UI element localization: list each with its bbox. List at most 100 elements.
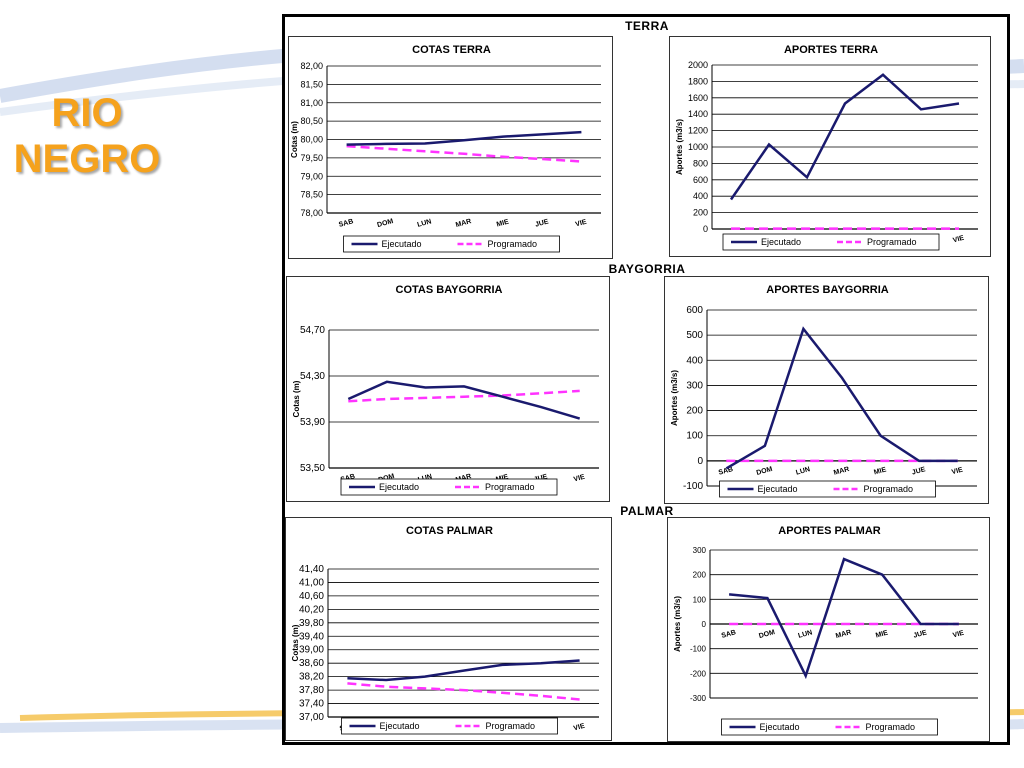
x-tick-label: DOM xyxy=(758,629,776,640)
chart-title: COTAS PALMAR xyxy=(406,525,493,537)
y-tick-label: 79,00 xyxy=(300,171,323,181)
y-tick-label: 39,80 xyxy=(299,618,324,629)
chart-title: APORTES BAYGORRIA xyxy=(766,284,889,296)
chart-aportes-baygorria: APORTES BAYGORRIA -100 0 100 200 300 400 500 600… xyxy=(664,276,989,504)
y-tick-label: 200 xyxy=(693,208,708,218)
x-tick-label: MAR xyxy=(835,629,852,640)
y-tick-label: 81,00 xyxy=(300,98,323,108)
legend-label-ejecutado: Ejecutado xyxy=(380,721,420,731)
legend-label-ejecutado: Ejecutado xyxy=(382,239,422,249)
x-tick-label: JUE xyxy=(534,218,549,228)
y-tick-label: 400 xyxy=(693,191,708,201)
y-tick-label: 79,50 xyxy=(300,153,323,163)
legend-label-programado: Programado xyxy=(486,721,536,731)
y-tick-label: 100 xyxy=(686,431,703,442)
legend-box xyxy=(343,235,560,253)
x-tick-label: MIE xyxy=(873,466,887,476)
slide-title: RIO NEGRO xyxy=(12,90,162,182)
chart-cotas-terra: COTAS TERRA 78,00 78,50 79,00 79,50 80,00 80,5… xyxy=(288,36,613,259)
x-tick-label: VIE xyxy=(952,235,965,245)
y-tick-label: 41,40 xyxy=(299,564,324,575)
group-title-terra: TERRA xyxy=(625,19,669,33)
x-tick-label: DOM xyxy=(377,218,395,229)
chart-title: APORTES TERRA xyxy=(784,44,878,56)
y-tick-label: 53,90 xyxy=(300,417,325,428)
chart-cotas-palmar: COTAS PALMAR 37,00 37,40 37,80 38,20 38,60 39,… xyxy=(285,517,612,741)
y-axis-label: Aportes (m3/s) xyxy=(675,119,684,175)
chart-cotas-palmar-svg: COTAS PALMAR 37,00 37,40 37,80 38,20 38,60 39,… xyxy=(291,525,599,735)
y-tick-label: 81,50 xyxy=(300,79,323,89)
chart-title: COTAS BAYGORRIA xyxy=(396,284,503,296)
y-tick-label: 80,00 xyxy=(300,135,323,145)
chart-aportes-baygorria-svg: APORTES BAYGORRIA -100 0 100 200 300 400 500 600… xyxy=(670,284,977,498)
y-tick-label: 1200 xyxy=(688,126,708,136)
y-tick-label: 300 xyxy=(686,380,703,391)
y-tick-label: 78,50 xyxy=(300,190,323,200)
legend-label-ejecutado: Ejecutado xyxy=(758,484,798,494)
y-tick-label: 40,20 xyxy=(299,604,324,615)
x-tick-label: LUN xyxy=(417,473,433,483)
y-tick-label: 500 xyxy=(686,330,703,341)
series-line-ejecutado xyxy=(347,659,580,682)
y-axis-label: Cotas (m) xyxy=(290,121,299,158)
x-tick-label: MAR xyxy=(833,466,850,477)
y-tick-label: 300 xyxy=(693,546,707,555)
x-tick-label: MAR xyxy=(455,218,472,229)
legend-label-ejecutado: Ejecutado xyxy=(760,722,800,732)
series-line-ejecutado xyxy=(729,73,960,201)
series-line-programado xyxy=(346,144,582,163)
x-tick-label: SAB xyxy=(721,629,737,640)
x-tick-label: DOM xyxy=(756,466,774,477)
x-tick-label: VIE xyxy=(952,630,965,640)
y-axis-label: Cotas (m) xyxy=(292,380,301,417)
x-tick-label: VIE xyxy=(573,723,586,733)
y-tick-label: -100 xyxy=(683,481,703,492)
y-tick-label: 37,80 xyxy=(299,685,324,696)
series-line-programado xyxy=(347,682,580,701)
chart-aportes-terra-svg: APORTES TERRA 0 200 400 600 800 1000 1200 1400 16… xyxy=(675,44,978,251)
legend-label-programado: Programado xyxy=(866,722,916,732)
y-tick-label: 100 xyxy=(693,595,707,604)
y-tick-label: 38,20 xyxy=(299,672,324,683)
y-tick-label: 82,00 xyxy=(300,61,323,71)
y-tick-label: 37,40 xyxy=(299,699,324,710)
series-line-ejecutado xyxy=(347,380,581,420)
series-line-ejecutado xyxy=(346,130,582,146)
x-tick-label: LUN xyxy=(417,218,433,228)
legend-label-programado: Programado xyxy=(485,482,535,492)
x-tick-label: VIE xyxy=(951,466,964,476)
x-tick-label: LUN xyxy=(795,466,811,476)
y-tick-label: 1800 xyxy=(688,76,708,86)
slide-title-line2: NEGRO xyxy=(13,137,161,181)
chart-aportes-palmar-svg: APORTES PALMAR -300 -200 -100 0 100 200 300 SAB D… xyxy=(673,525,978,736)
x-tick-label: MIE xyxy=(875,629,889,639)
y-tick-label: 600 xyxy=(693,175,708,185)
y-tick-label: 0 xyxy=(702,620,707,629)
chart-aportes-terra: APORTES TERRA 0 200 400 600 800 1000 1200 1400 16… xyxy=(669,36,991,257)
x-tick-label: DOM xyxy=(378,473,396,484)
y-tick-label: -200 xyxy=(690,669,707,678)
x-tick-label: MIE xyxy=(495,473,509,483)
y-tick-label: 37,00 xyxy=(299,712,324,723)
legend-box xyxy=(721,718,938,736)
y-tick-label: 40,60 xyxy=(299,591,324,602)
y-tick-label: 1600 xyxy=(688,93,708,103)
x-tick-label: SAB xyxy=(340,473,356,484)
x-tick-label: SAB xyxy=(718,466,734,477)
chart-cotas-terra-svg: COTAS TERRA 78,00 78,50 79,00 79,50 80,00 80,5… xyxy=(290,44,601,253)
legend-box xyxy=(722,233,940,251)
legend-label-programado: Programado xyxy=(864,484,914,494)
legend-label-ejecutado: Ejecutado xyxy=(761,237,801,247)
chart-cotas-baygorria-svg: COTAS BAYGORRIA 53,50 53,90 54,30 54,70 SAB DO… xyxy=(292,284,599,496)
slide-title-line1: RIO xyxy=(51,91,123,135)
legend-label-programado: Programado xyxy=(488,239,538,249)
legend-label-ejecutado: Ejecutado xyxy=(379,482,419,492)
y-tick-label: 54,30 xyxy=(300,371,325,382)
y-tick-label: 41,00 xyxy=(299,577,324,588)
y-tick-label: 80,50 xyxy=(300,116,323,126)
y-tick-label: 600 xyxy=(686,305,703,316)
chart-aportes-palmar: APORTES PALMAR -300 -200 -100 0 100 200 300 SAB D… xyxy=(667,517,990,742)
chart-title: APORTES PALMAR xyxy=(778,525,881,537)
legend-box xyxy=(341,717,558,735)
legend-label-programado: Programado xyxy=(867,237,917,247)
